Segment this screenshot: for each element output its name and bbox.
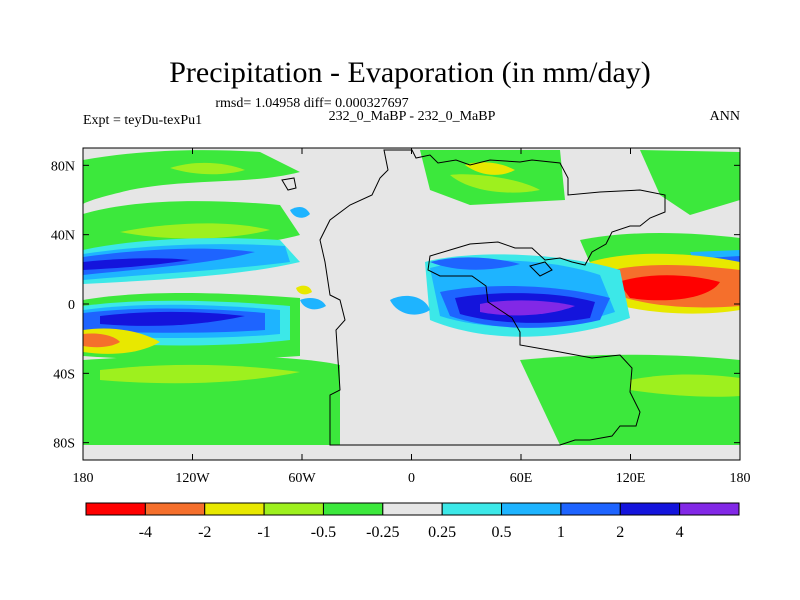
field-ssub-orange bbox=[83, 333, 120, 348]
colorbar-swatch bbox=[679, 502, 740, 516]
stats-label: rmsd= 1.04958 diff= 0.000327697 bbox=[215, 96, 408, 111]
colorbar-label: -2 bbox=[198, 524, 211, 541]
land-outline bbox=[319, 149, 666, 446]
colorbar-swatch bbox=[322, 502, 384, 516]
colorbar-swatch bbox=[501, 502, 562, 516]
colorbar-swatch bbox=[560, 502, 621, 516]
colorbar-label: 4 bbox=[676, 524, 684, 541]
colorbar-label: -0.5 bbox=[311, 524, 336, 541]
x-tick-label: 60E bbox=[510, 471, 533, 486]
field-etrough-north-blue bbox=[430, 257, 520, 270]
x-tick-label: 0 bbox=[408, 471, 415, 486]
field-north-lgreen bbox=[170, 162, 245, 175]
x-tick-label: 60W bbox=[288, 471, 316, 486]
x-tick-label: 180 bbox=[73, 471, 94, 486]
colorbar-swatch bbox=[441, 502, 503, 516]
contour-fill bbox=[83, 150, 740, 445]
map-area bbox=[83, 148, 740, 460]
field-blob-4 bbox=[296, 285, 312, 295]
y-tick-label: 80S bbox=[53, 437, 75, 452]
colorbar-label: -4 bbox=[139, 524, 152, 541]
colorbar-label: 2 bbox=[616, 524, 624, 541]
field-blob-1 bbox=[290, 206, 310, 218]
chart-title: Precipitation - Evaporation (in mm/day) bbox=[169, 56, 651, 89]
field-midnorth-lgreen bbox=[120, 223, 270, 239]
experiment-label: Expt = teyDu-texPu1 bbox=[83, 113, 202, 128]
colorbar: -4 -2 -1 -0.5 -0.25 0.25 0.5 1 2 4 bbox=[85, 502, 740, 541]
y-tick-label: 40N bbox=[51, 229, 75, 244]
colorbar-label: 0.5 bbox=[492, 524, 512, 541]
colorbar-label: 1 bbox=[557, 524, 565, 541]
axes: 180 120W 60W 0 60E 120E 180 80N 40N 0 40S 80S bbox=[51, 148, 751, 486]
field-south-lgreen bbox=[100, 364, 300, 384]
y-tick-label: 40S bbox=[53, 367, 75, 382]
colorbar-label: 0.25 bbox=[428, 524, 456, 541]
colorbar-swatch bbox=[382, 502, 443, 516]
field-etrough-violet bbox=[480, 300, 575, 316]
field-northband-dblue bbox=[83, 258, 190, 270]
case-label: 232_0_MaBP - 232_0_MaBP bbox=[329, 109, 496, 124]
colorbar-swatch bbox=[144, 502, 206, 516]
field-strough-dblue bbox=[100, 311, 245, 326]
colorbar-swatch bbox=[85, 502, 146, 516]
x-tick-label: 180 bbox=[730, 471, 751, 486]
colorbar-swatch bbox=[263, 502, 324, 516]
field-north-lgreen-e bbox=[450, 174, 540, 193]
colorbar-swatch bbox=[619, 502, 681, 516]
field-south-lgreen-east bbox=[630, 374, 740, 397]
x-tick-label: 120E bbox=[616, 471, 646, 486]
island-outline-2 bbox=[529, 261, 553, 277]
field-north-green-far bbox=[640, 150, 740, 215]
field-east-red bbox=[618, 275, 720, 301]
x-tick-label: 120W bbox=[175, 471, 210, 486]
field-blob-2 bbox=[390, 295, 430, 315]
colorbar-swatch bbox=[204, 502, 265, 516]
colorbar-label: -1 bbox=[257, 524, 270, 541]
y-tick-label: 80N bbox=[51, 159, 75, 174]
season-label: ANN bbox=[710, 109, 740, 124]
y-tick-label: 0 bbox=[68, 298, 75, 313]
island-outline-1 bbox=[281, 177, 297, 191]
field-blob-3 bbox=[300, 298, 326, 310]
colorbar-label: -0.25 bbox=[366, 524, 399, 541]
field-north-green bbox=[83, 150, 300, 204]
field-north-yellow bbox=[465, 162, 515, 175]
